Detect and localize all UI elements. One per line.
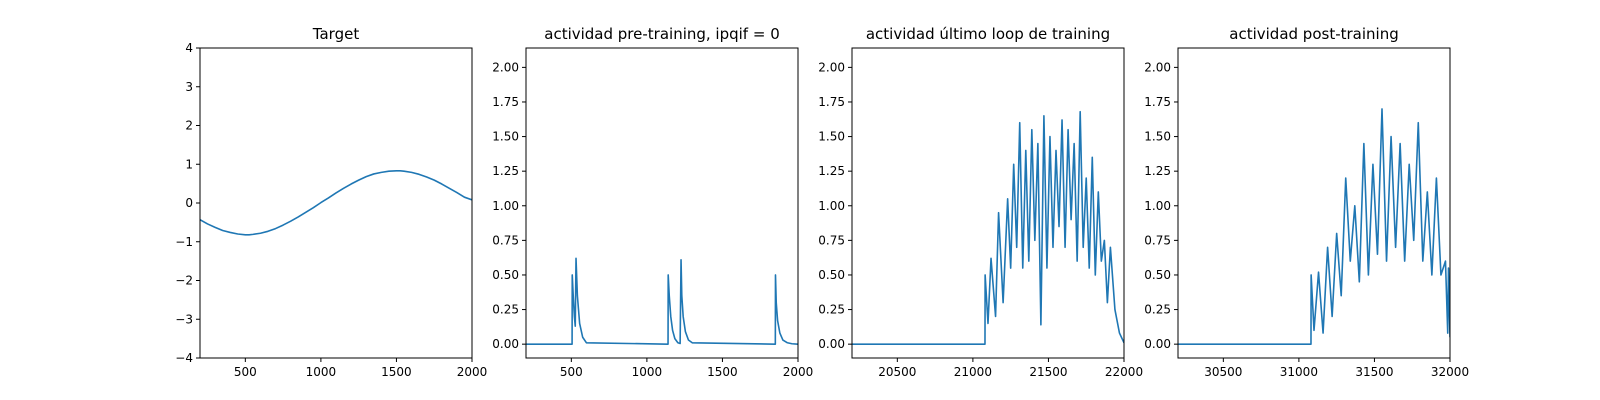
y-tick-label: 0.00 xyxy=(818,337,845,351)
y-tick-label: 0.25 xyxy=(818,303,845,317)
y-tick-label: 2.00 xyxy=(818,60,845,74)
y-tick-label: 2.00 xyxy=(492,60,519,74)
y-tick-label: 1.00 xyxy=(492,199,519,213)
x-tick-label: 1000 xyxy=(306,365,337,379)
x-tick-label: 500 xyxy=(560,365,583,379)
chart-panel-3: 20500 21000 21500 22000 0.00 0.25 0.50 0.75 1.00… xyxy=(818,25,1143,379)
y-tick-label: −2 xyxy=(175,274,193,288)
y-tick-label: 0.75 xyxy=(492,233,519,247)
chart-title: actividad pre-training, ipqif = 0 xyxy=(544,25,780,43)
y-tick-label: 2 xyxy=(185,119,193,133)
plot-frame xyxy=(1177,47,1451,359)
chart-title: actividad último loop de training xyxy=(866,25,1110,43)
x-tick-label: 500 xyxy=(234,365,257,379)
x-tick-label: 22000 xyxy=(1105,365,1143,379)
series-line-1 xyxy=(200,170,472,236)
x-tick-label: 2000 xyxy=(783,365,814,379)
y-tick-label: 3 xyxy=(185,80,193,94)
y-tick-label: 0.50 xyxy=(1144,268,1171,282)
series-line-1 xyxy=(526,257,798,345)
x-tick-label: 21500 xyxy=(1029,365,1067,379)
chart-panel-2: 500 1000 1500 2000 0.00 0.25 0.50 0.75 1.00 1.25 1… xyxy=(492,25,813,379)
y-tick-label: 1.75 xyxy=(492,95,519,109)
y-tick-label: 1.00 xyxy=(1144,199,1171,213)
plot-frame xyxy=(199,47,473,359)
y-tick-label: 0.25 xyxy=(492,303,519,317)
y-tick-label: 1.75 xyxy=(1144,95,1171,109)
y-tick-label: 1 xyxy=(185,157,193,171)
y-tick-label: 1.50 xyxy=(818,130,845,144)
x-tick-label: 30500 xyxy=(1204,365,1242,379)
chart-panel-4: 30500 31000 31500 32000 0.00 0.25 0.50 0.75 1.00… xyxy=(1144,25,1469,379)
y-tick-label: 0.00 xyxy=(1144,337,1171,351)
plot-frame xyxy=(525,47,799,359)
y-tick-label: −1 xyxy=(175,235,193,249)
x-tick-label: 1500 xyxy=(707,365,738,379)
y-tick-label: −3 xyxy=(175,312,193,326)
x-tick-label: 21000 xyxy=(954,365,992,379)
y-tick-label: 4 xyxy=(185,41,193,55)
y-tick-label: 1.75 xyxy=(818,95,845,109)
y-tick-label: 0.00 xyxy=(492,337,519,351)
x-tick-label: 32000 xyxy=(1431,365,1469,379)
y-tick-label: −4 xyxy=(175,351,193,365)
y-tick-label: 1.25 xyxy=(492,164,519,178)
y-tick-label: 2.00 xyxy=(1144,60,1171,74)
x-tick-label: 1000 xyxy=(632,365,663,379)
y-tick-label: 0.25 xyxy=(1144,303,1171,317)
y-tick-label: 0.75 xyxy=(1144,233,1171,247)
x-tick-label: 31500 xyxy=(1355,365,1393,379)
chart-panel-1: 500 1000 1500 2000 −4 −3 −2 −1 0 1 2 3 4 Target xyxy=(175,25,487,379)
y-tick-label: 1.50 xyxy=(1144,130,1171,144)
y-tick-label: 0.50 xyxy=(818,268,845,282)
y-tick-label: 1.25 xyxy=(1144,164,1171,178)
chart-title: actividad post-training xyxy=(1229,25,1398,43)
y-tick-label: 0.50 xyxy=(492,268,519,282)
x-tick-label: 20500 xyxy=(878,365,916,379)
chart-title: Target xyxy=(312,25,360,43)
series-line-1 xyxy=(852,110,1124,345)
series-line-1 xyxy=(1178,108,1450,345)
y-tick-label: 0.75 xyxy=(818,233,845,247)
x-tick-label: 31000 xyxy=(1280,365,1318,379)
x-tick-label: 2000 xyxy=(457,365,488,379)
x-tick-label: 1500 xyxy=(381,365,412,379)
y-tick-label: 0 xyxy=(185,196,193,210)
plot-frame xyxy=(851,47,1125,359)
y-tick-label: 1.00 xyxy=(818,199,845,213)
y-tick-label: 1.50 xyxy=(492,130,519,144)
y-tick-label: 1.25 xyxy=(818,164,845,178)
